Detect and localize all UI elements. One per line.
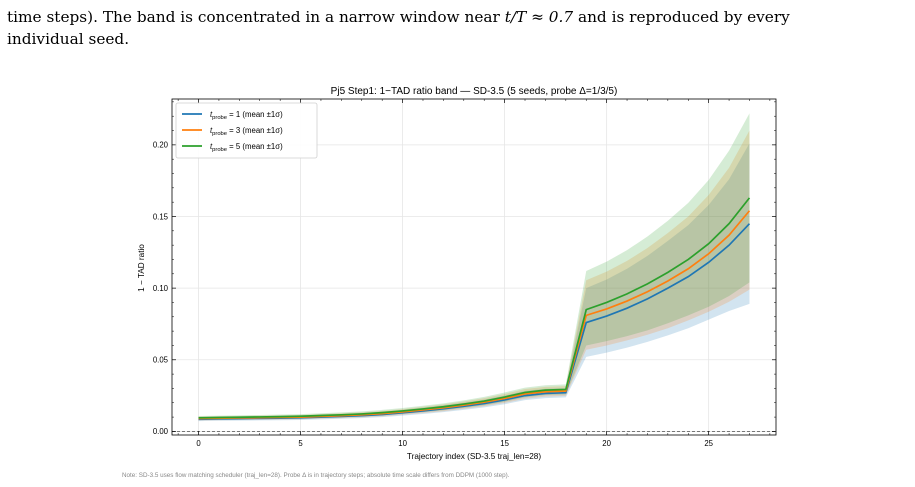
std-band-3: [198, 113, 750, 420]
legend-box: [175, 102, 318, 159]
figure-note: Note: SD-3.5 uses flow matching schedule…: [122, 472, 510, 479]
x-tick-label: 25: [704, 439, 713, 448]
y-tick-label: 0.10: [153, 284, 169, 293]
body-paragraph: time steps). The band is concentrated in…: [7, 6, 912, 50]
x-tick-label: 0: [196, 439, 201, 448]
x-tick-label: 15: [500, 439, 509, 448]
paragraph-text: and is reproduced by every: [573, 8, 790, 26]
y-tick-label: 0.20: [153, 141, 169, 150]
plot-area: 0 5 10 15 20 25 0.00 0.05 0.10 0.15 0.20 tprobe = 1…: [153, 98, 777, 448]
legend-entry-1: tprobe = 1 (mean ±1σ): [210, 110, 283, 121]
paragraph-line-1: time steps). The band is concentrated in…: [7, 6, 912, 28]
y-axis-label: 1 − TAD ratio: [137, 244, 146, 292]
std-band-1: [198, 143, 750, 422]
paragraph-text: time steps). The band is concentrated in…: [7, 8, 505, 26]
paragraph-line-2: individual seed.: [7, 30, 130, 48]
x-axis-label: Trajectory index (SD-3.5 traj_len=28): [407, 452, 541, 461]
inline-math: t/T ≈ 0.7: [504, 8, 574, 26]
x-tick-label: 10: [398, 439, 407, 448]
plot-frame: [171, 98, 777, 436]
y-tick-label: 0.05: [153, 356, 169, 365]
x-tick-label: 20: [602, 439, 611, 448]
x-tick-label: 5: [298, 439, 303, 448]
legend-entry-3: tprobe = 5 (mean ±1σ): [210, 142, 283, 153]
mean-line-3: [198, 197, 751, 419]
y-tick-label: 0.00: [153, 427, 169, 436]
chart-title: Pj5 Step1: 1−TAD ratio band — SD-3.5 (5 …: [331, 86, 618, 97]
std-band-2: [198, 130, 750, 421]
y-tick-label: 0.15: [153, 212, 169, 221]
legend-entry-2: tprobe = 3 (mean ±1σ): [210, 126, 283, 137]
